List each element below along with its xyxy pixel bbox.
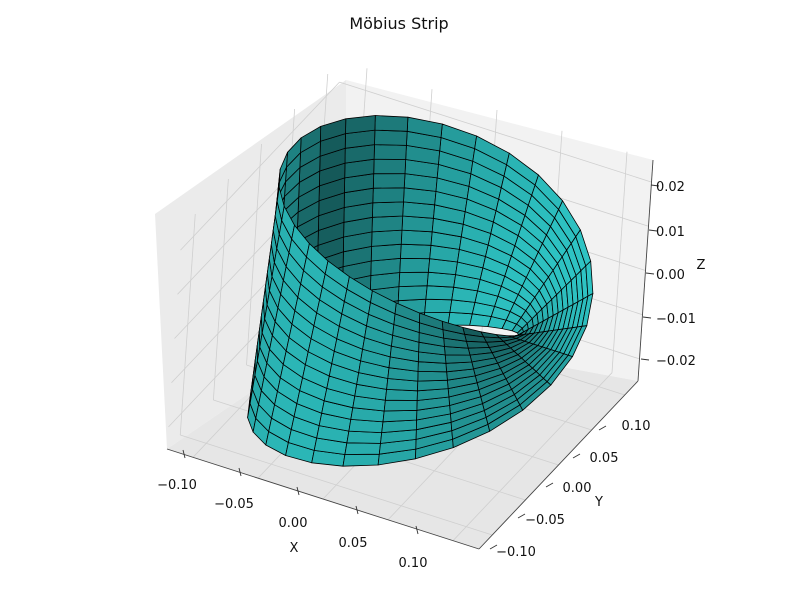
z-axis-label: Z — [697, 258, 706, 273]
surface-facet — [342, 453, 380, 467]
surface-facet — [371, 229, 403, 247]
mobius-surface — [247, 115, 594, 467]
x-tick-mark — [415, 525, 419, 535]
surface-facet — [465, 340, 490, 349]
surface-facet — [372, 187, 405, 204]
x-tick-label: 0.00 — [279, 516, 308, 531]
y-tick-mark — [545, 482, 554, 488]
z-tick-mark — [642, 316, 652, 319]
surface-facet — [374, 129, 408, 146]
y-tick-label: 0.00 — [563, 481, 592, 496]
y-ticks: −0.10 −0.05 0.00 0.05 0.10 Y — [489, 419, 651, 560]
y-tick-label: 0.10 — [622, 419, 651, 434]
y-tick-mark — [572, 453, 581, 459]
surface-facet — [444, 354, 473, 364]
x-tick-label: 0.10 — [399, 556, 428, 571]
x-axis-label: X — [290, 541, 299, 556]
y-tick-mark — [517, 513, 526, 519]
surface-facet — [382, 409, 418, 423]
x-tick-mark — [182, 449, 186, 459]
surface-facet — [417, 379, 449, 392]
surface-facet — [417, 370, 448, 382]
surface-facet — [424, 298, 453, 314]
surface-facet — [400, 229, 433, 246]
z-tick-mark — [650, 184, 660, 187]
z-tick-label: −0.01 — [656, 312, 696, 327]
y-tick-mark — [598, 425, 607, 431]
y-axis-label: Y — [594, 495, 603, 510]
x-tick-label: 0.05 — [339, 536, 368, 551]
surface-facet — [344, 442, 381, 455]
x-tick-mark — [355, 505, 359, 515]
surface-facet — [425, 285, 455, 301]
z-ticks: −0.02 −0.01 0.00 0.01 0.02 Z — [640, 180, 706, 369]
z-tick-mark — [640, 358, 650, 361]
z-tick-label: 0.02 — [656, 180, 685, 195]
x-tick-mark — [238, 467, 242, 477]
x-tick-mark — [296, 486, 300, 496]
surface-facet — [370, 290, 397, 315]
surface-facet — [383, 399, 418, 412]
surface-facet — [373, 158, 407, 175]
surface-facet — [345, 115, 376, 135]
surface-facet — [371, 201, 404, 218]
chart-title: Möbius Strip — [349, 14, 448, 33]
surface-facet — [371, 215, 404, 233]
z-axis-line — [637, 159, 654, 382]
x-tick-label: −0.10 — [157, 478, 197, 493]
y-axis-line — [478, 380, 639, 550]
z-tick-label: 0.01 — [656, 225, 685, 240]
surface-facet — [373, 144, 407, 160]
z-tick-mark — [645, 272, 655, 275]
back-gridline — [339, 81, 652, 183]
side-gridline — [180, 81, 340, 251]
x-tick-label: −0.05 — [214, 497, 254, 512]
surface-facet — [370, 243, 402, 262]
surface-facet — [397, 285, 428, 302]
surface-facet — [384, 388, 418, 401]
x-ticks: −0.10 −0.05 0.00 0.05 0.10 X — [157, 449, 428, 571]
surface-facet — [400, 243, 432, 260]
x-axis-line — [166, 448, 480, 550]
y-tick-label: −0.05 — [525, 513, 565, 528]
y-tick-label: −0.10 — [496, 545, 536, 560]
axes-lines — [166, 159, 654, 550]
y-tick-label: 0.05 — [590, 451, 619, 466]
z-tick-label: −0.02 — [656, 354, 696, 369]
y-tick-mark — [489, 544, 498, 550]
z-tick-mark — [648, 229, 658, 232]
surface-facet — [372, 173, 406, 189]
surface-facet — [346, 430, 383, 444]
surface-facet — [401, 215, 434, 233]
surface-facet — [447, 311, 473, 326]
surface-facet — [398, 271, 429, 288]
surface-facet — [374, 115, 409, 132]
surface-facet — [399, 257, 431, 273]
z-tick-label: 0.00 — [656, 268, 685, 283]
floor-gridline — [452, 372, 613, 541]
